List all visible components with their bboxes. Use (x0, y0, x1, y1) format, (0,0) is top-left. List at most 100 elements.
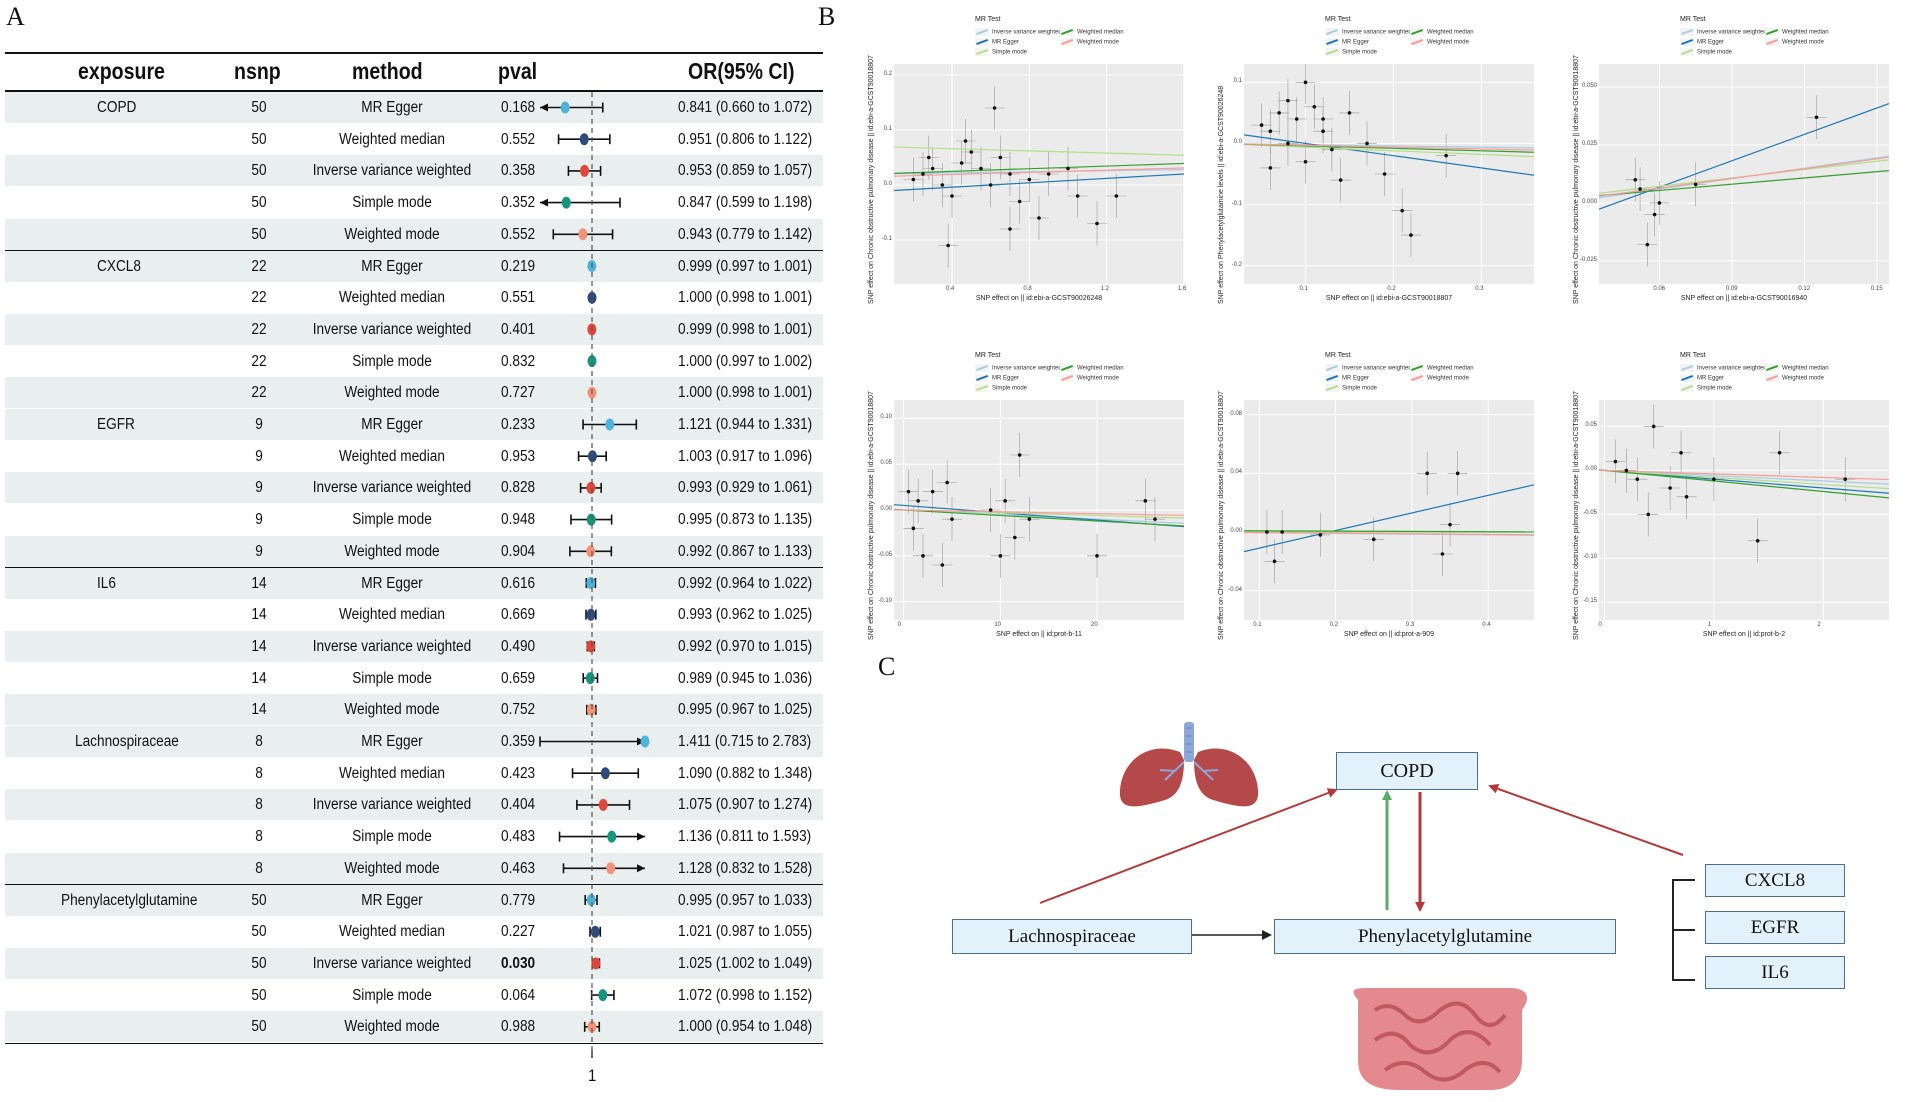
pval-cell: 0.064 (501, 986, 536, 1004)
legend-label: Inverse variance weighted (992, 29, 1062, 36)
legend-item: MR Egger (1325, 38, 1369, 46)
snp-point (946, 243, 950, 248)
snp-point (1037, 216, 1041, 220)
legend-title: MR Test (1680, 352, 1706, 359)
legend-swatch (1325, 374, 1339, 382)
method-cell: Simple mode (352, 986, 432, 1004)
legend-item: Inverse variance weighted (1680, 364, 1767, 372)
nsnp-cell: 50 (251, 1018, 267, 1036)
snp-point (945, 480, 949, 485)
legend-item: Weighted median (1765, 364, 1829, 372)
legend-item: MR Egger (1680, 38, 1724, 46)
legend-label: Simple mode (1342, 49, 1378, 56)
or-cell: 0.992 (0.970 to 1.015) (678, 637, 813, 655)
regression-line (1599, 469, 1889, 481)
legend-label: Weighted median (1427, 365, 1474, 372)
snp-point (1321, 117, 1325, 121)
or-point (607, 830, 617, 843)
snp-point (1712, 477, 1716, 481)
table-row: 9 Weighted mode 0.904 0.992 (0.867 to 1.133… (5, 535, 823, 567)
table-row: 22 Inverse variance weighted 0.401 0.999 (0… (5, 313, 823, 345)
snp-point (1280, 530, 1284, 534)
snp-point (1143, 499, 1148, 503)
snp-point (1286, 141, 1290, 146)
plot-area (1244, 400, 1534, 620)
legend-label: Simple mode (1697, 49, 1733, 56)
y-tick-label: -0.025 (1579, 256, 1597, 263)
y-tick-label: 0.000 (1581, 198, 1597, 205)
nsnp-cell: 9 (255, 479, 263, 497)
snp-point (1777, 451, 1782, 455)
pval-cell: 0.727 (501, 384, 536, 402)
snp-point (1008, 227, 1012, 231)
table-row: 50 Inverse variance weighted 0.030 1.025 (1… (5, 947, 823, 979)
y-tick-label: -0.1 (881, 236, 892, 242)
nsnp-cell: 50 (251, 162, 267, 180)
snp-point (1017, 199, 1022, 204)
il6-node: IL6 (1705, 956, 1845, 989)
snp-point (988, 183, 993, 187)
snp-point (1153, 517, 1157, 521)
plot-svg (894, 64, 1184, 284)
nsnp-cell: 8 (255, 764, 263, 782)
or-cell: 0.992 (0.964 to 1.022) (678, 574, 813, 592)
nsnp-cell: 8 (255, 859, 263, 877)
exposure-cell: COPD (97, 99, 137, 116)
x-tick-label: 0.1 (1253, 622, 1262, 628)
snp-point (1651, 424, 1656, 429)
method-cell: Inverse variance weighted (312, 796, 472, 814)
snp-point (1003, 499, 1007, 503)
method-cell: MR Egger (361, 891, 423, 909)
or-point (598, 989, 608, 1002)
snp-point (1814, 115, 1819, 120)
table-row: 14 Weighted median 0.669 0.993 (0.962 to 1.… (5, 599, 823, 630)
plot-area (1599, 64, 1889, 284)
nsnp-cell: 50 (251, 99, 267, 116)
ci-arrow (540, 103, 548, 112)
pval-cell: 0.359 (501, 733, 536, 750)
plot-area (1599, 400, 1889, 620)
snp-point (1272, 559, 1277, 564)
legend-label: Weighted median (1782, 365, 1829, 372)
legend-item: Simple mode (1680, 384, 1732, 392)
legend-item: Weighted mode (1060, 38, 1119, 46)
nsnp-cell: 50 (251, 225, 267, 243)
legend-title: MR Test (1325, 16, 1351, 23)
table-row: 8 Inverse variance weighted 0.404 1.075 (0.… (5, 789, 823, 821)
snp-point (1657, 201, 1662, 205)
x-tick-label: 0.15 (1870, 286, 1883, 292)
legend-label: Weighted median (1077, 365, 1124, 372)
legend-swatch (1060, 38, 1074, 46)
nsnp-cell: 22 (251, 384, 267, 402)
legend-item: Simple mode (1325, 384, 1377, 392)
y-tick-label: -0.04 (1228, 586, 1242, 593)
pval-cell: 0.752 (501, 701, 536, 719)
snp-point (1303, 80, 1308, 85)
snp-point (1303, 159, 1308, 164)
legend-label: Simple mode (992, 385, 1028, 392)
snp-point (1268, 129, 1273, 134)
method-cell: Weighted mode (344, 1018, 440, 1036)
legend-item: Simple mode (1680, 48, 1732, 56)
or-point (586, 640, 596, 653)
or-point (605, 418, 615, 431)
nsnp-cell: 9 (255, 511, 263, 529)
snp-point (1693, 182, 1698, 187)
snp-point (1455, 471, 1460, 476)
egfr-node: EGFR (1705, 911, 1845, 944)
snp-point (1652, 212, 1657, 217)
snp-point (1679, 451, 1683, 455)
header-nsnp: nsnp (234, 58, 281, 84)
snp-point (1286, 98, 1290, 103)
legend-label: Weighted mode (1782, 39, 1824, 46)
nsnp-cell: 9 (255, 542, 263, 560)
table-row: 22 Weighted mode 0.727 1.000 (0.998 to 1.00… (5, 377, 823, 409)
snp-point (1095, 554, 1099, 558)
x-tick-label: 0.3 (1475, 286, 1484, 292)
nsnp-cell: 9 (255, 416, 263, 433)
pval-cell: 0.463 (501, 859, 536, 877)
legend-swatch (975, 48, 989, 56)
legend-item: MR Egger (1680, 374, 1724, 382)
or-cell: 1.128 (0.832 to 1.528) (678, 859, 813, 877)
x-tick-label: 0.12 (1798, 286, 1811, 292)
